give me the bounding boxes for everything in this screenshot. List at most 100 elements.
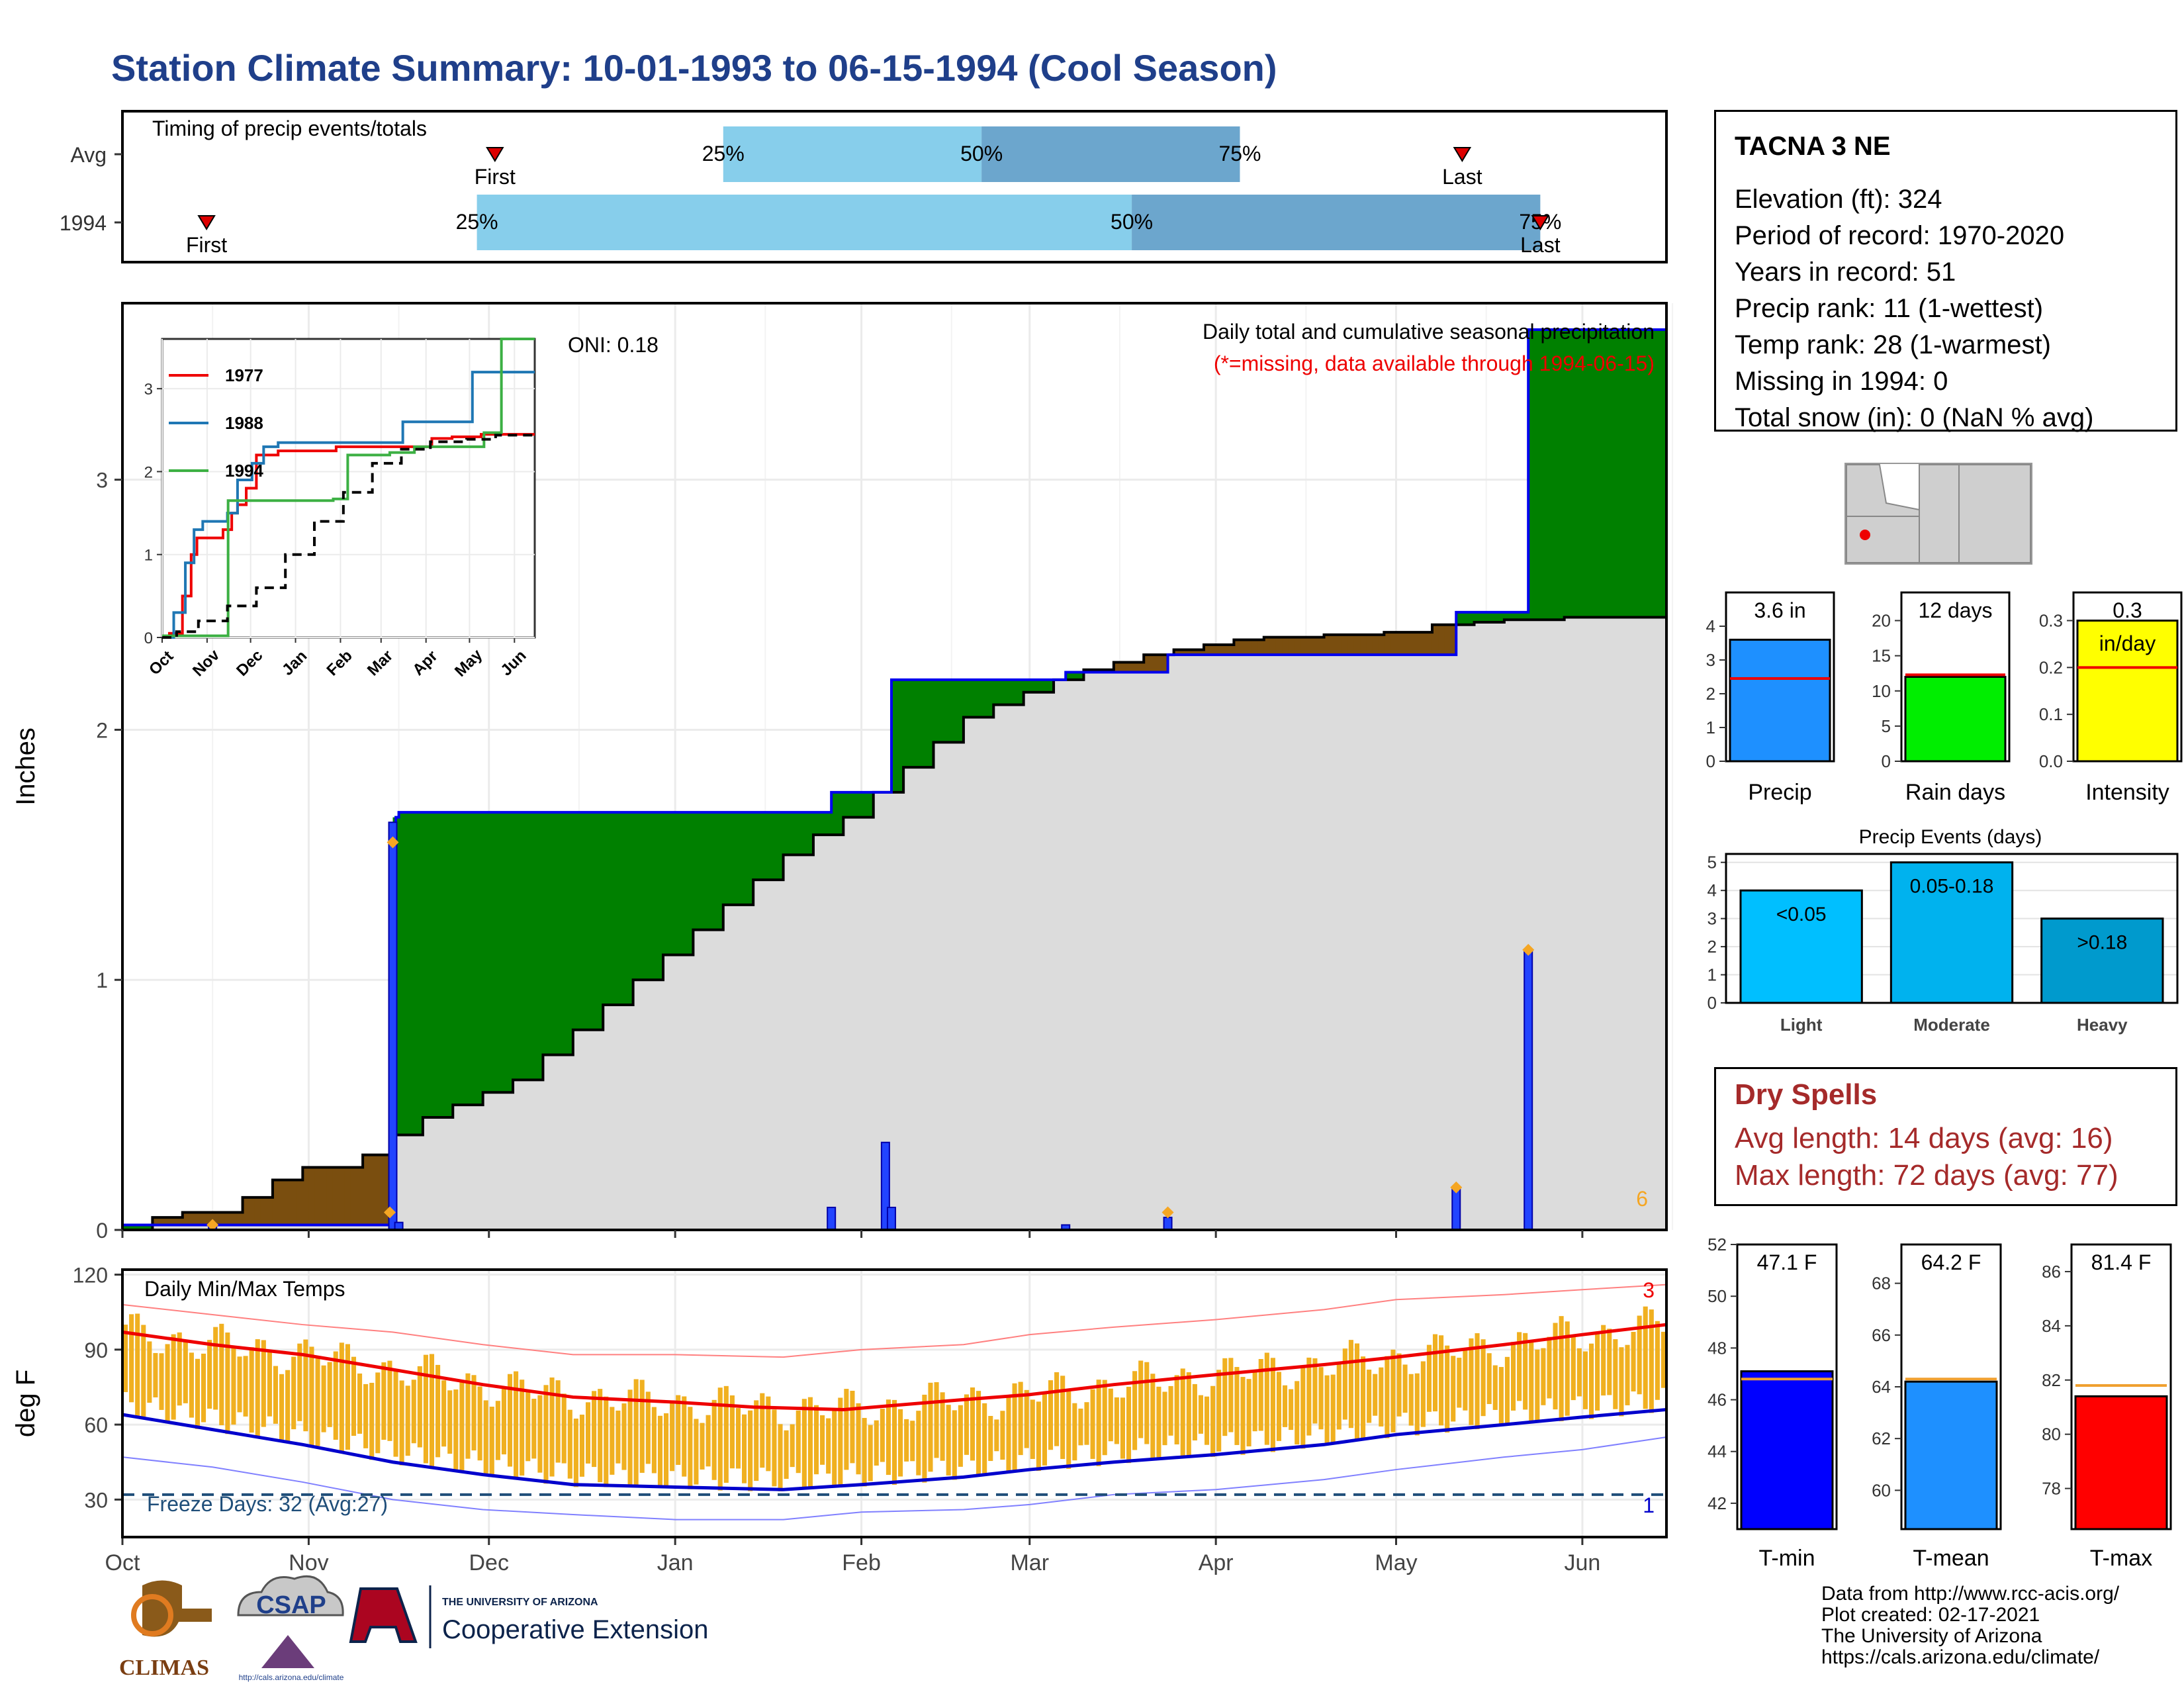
temps-daily-bar — [213, 1327, 218, 1410]
temps-daily-bar — [459, 1380, 465, 1472]
precip-departure-bar — [1035, 679, 1042, 692]
temps-panel-frame — [121, 1268, 1668, 1538]
temps-daily-bar — [1006, 1395, 1011, 1474]
tmin-ytick-label-2: 46 — [1707, 1390, 1727, 1410]
precip-departure-bar — [1210, 645, 1216, 655]
tmax-ytick-label-0: 78 — [2042, 1479, 2061, 1499]
temps-daily-bar — [1475, 1333, 1480, 1430]
precip-departure-bar — [326, 1167, 334, 1225]
temps-daily-bar — [1517, 1332, 1522, 1401]
precip-departure-bar — [843, 792, 850, 818]
temps-daily-bar — [1102, 1380, 1107, 1456]
intensity-ytick-label-2: 0.2 — [2039, 657, 2063, 677]
csap-logo-text: CSAP — [256, 1591, 326, 1619]
precip-departure-bar — [963, 679, 970, 718]
temps-daily-bar — [477, 1386, 482, 1461]
precip-departure-bar — [1534, 330, 1541, 620]
tmin-ytick-label-0: 42 — [1707, 1493, 1727, 1513]
temps-daily-bar — [1192, 1383, 1197, 1441]
precip-departure-bar — [849, 792, 856, 818]
precip-departure-bar — [1017, 679, 1024, 705]
precip-departure-bar — [681, 812, 688, 955]
temps-title: Daily Min/Max Temps — [144, 1277, 345, 1301]
temps-daily-bar — [171, 1334, 176, 1420]
precip-departure-bar — [1047, 679, 1054, 692]
temps-daily-bar — [1457, 1358, 1462, 1408]
locator-map-borders — [1846, 465, 1960, 563]
temps-daily-bar — [183, 1340, 188, 1403]
temps-daily-bar — [1541, 1348, 1546, 1405]
precip-departure-bar — [969, 679, 976, 718]
dry-spells-avg: Avg length: 14 days (avg: 16) — [1735, 1122, 2113, 1154]
timing-q50-label-1: 50% — [1111, 210, 1153, 234]
timing-first-label-1: First — [186, 233, 227, 257]
precip-departure-bar — [1144, 655, 1150, 673]
precip-total-category-label: Precip — [1748, 780, 1811, 805]
rain-days-value-label: 12 days — [1918, 598, 1992, 622]
precip-departure-bar — [807, 812, 814, 855]
rain-days-ytick-label-4: 20 — [1872, 611, 1891, 631]
precip-departure-bar — [657, 812, 664, 980]
tmin-bar — [1740, 1370, 1834, 1530]
precip-departure-bar — [1426, 632, 1433, 655]
timing-last-label-1: Last — [1520, 233, 1561, 257]
temps-daily-bar — [1469, 1338, 1474, 1425]
station-years: Years in record: 51 — [1735, 258, 1956, 287]
temps-xtick-label-6: Apr — [1199, 1550, 1234, 1575]
temps-daily-bar — [207, 1340, 212, 1409]
precip-departure-bar — [1191, 649, 1199, 655]
precip-departure-bar — [572, 812, 580, 1030]
precip-departure-bar — [1288, 637, 1295, 655]
temps-daily-bar — [700, 1423, 705, 1470]
precip-departure-bar — [1275, 637, 1283, 655]
temps-daily-bar — [159, 1353, 164, 1410]
rain-days-ytick-label-2: 10 — [1872, 681, 1891, 701]
temps-daily-bar — [255, 1339, 260, 1439]
tmax-value-label: 81.4 F — [2091, 1250, 2152, 1274]
rain-days-ytick-label-1: 5 — [1882, 716, 1891, 736]
temps-daily-bar — [1373, 1374, 1378, 1416]
temps-daily-bar — [1432, 1334, 1438, 1412]
precip-departure-bar — [825, 812, 832, 835]
precip-departure-bar — [1444, 624, 1451, 655]
temps-ytick-label-0: 30 — [84, 1488, 108, 1512]
precip-departure-bar — [242, 1197, 250, 1225]
precip-daily-bar-8 — [1451, 1186, 1461, 1231]
intensity-value-label: 0.3 — [2113, 598, 2142, 622]
precip-departure-bar — [795, 812, 802, 855]
precip-departure-bar — [1150, 655, 1156, 673]
rain-days-ytick-label-3: 15 — [1872, 646, 1891, 666]
temps-daily-bar — [1036, 1401, 1041, 1472]
temps-daily-bar — [423, 1354, 428, 1464]
temps-daily-bar — [555, 1380, 561, 1463]
precip-departure-bar — [218, 1212, 225, 1225]
events-ytick-label-3: 3 — [1707, 909, 1717, 929]
precip-departure-bar — [555, 812, 562, 1055]
tmin-ytick-label-5: 52 — [1707, 1235, 1727, 1254]
precip-departure-bar — [1600, 330, 1607, 618]
temps-daily-bar — [279, 1374, 285, 1440]
timing-row-label-0: Avg — [70, 143, 107, 167]
precip-departure-bar — [711, 812, 718, 930]
temps-daily-bar — [880, 1409, 885, 1462]
temps-daily-bar — [501, 1386, 506, 1455]
precip-event-marker-5 — [1522, 943, 1535, 956]
station-info-box: TACNA 3 NE Elevation (ft): 324 Period of… — [1714, 110, 2177, 432]
temps-daily-bar — [651, 1407, 657, 1474]
temps-ytick-label-1: 60 — [84, 1413, 108, 1437]
precip-departure-bar — [855, 792, 862, 818]
temps-daily-bar — [1126, 1386, 1132, 1464]
temps-daily-bar — [1463, 1349, 1468, 1411]
temps-daily-bar — [952, 1410, 957, 1480]
temps-daily-bar — [153, 1352, 158, 1398]
temps-daily-bar — [1144, 1362, 1150, 1444]
temps-daily-bar — [219, 1323, 224, 1426]
temps-daily-bar — [1114, 1397, 1119, 1444]
temps-daily-bar — [928, 1382, 933, 1472]
station-location-dot — [1860, 530, 1870, 540]
precip-departure-bar — [194, 1212, 201, 1225]
temps-daily-bar — [1138, 1360, 1144, 1438]
precip-departure-bar — [350, 1167, 357, 1225]
